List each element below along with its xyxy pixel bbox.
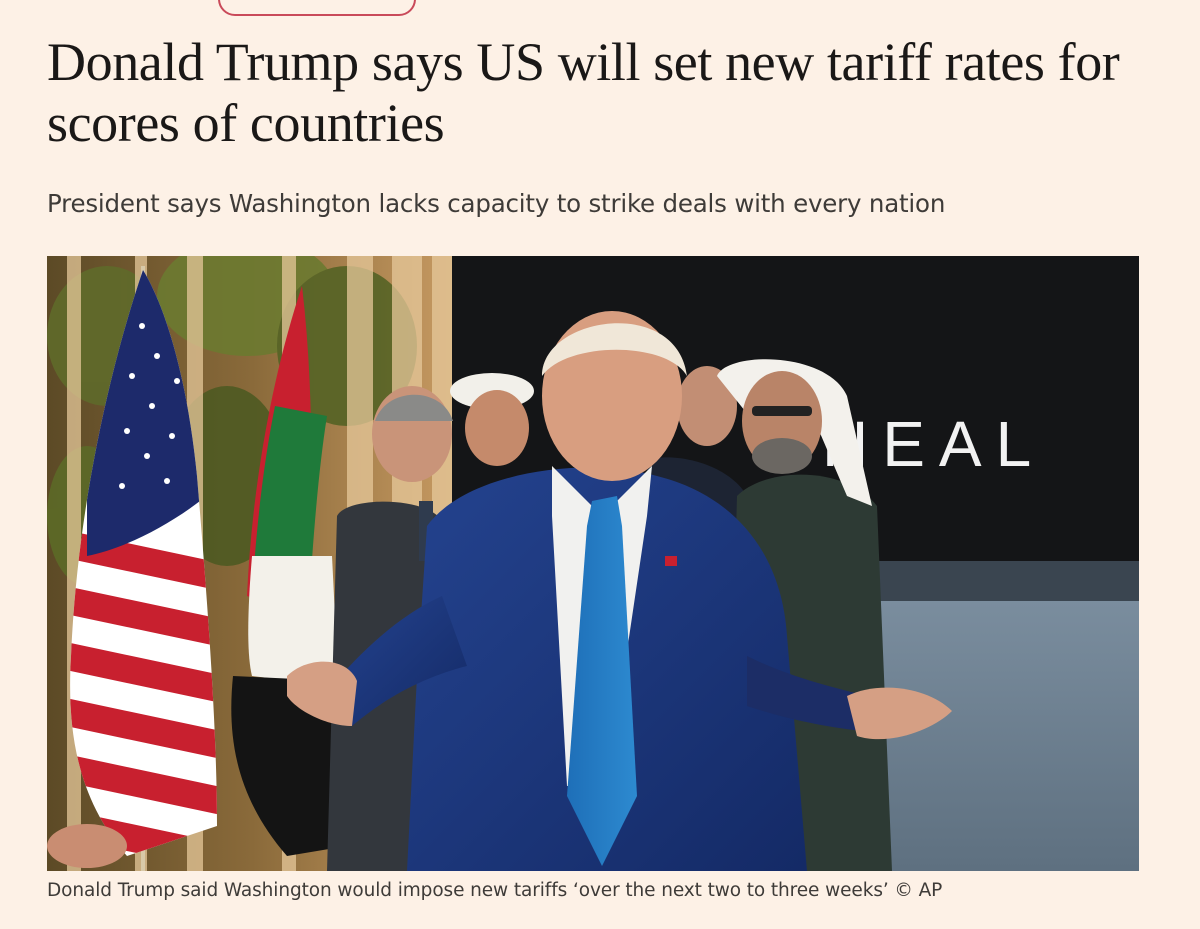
standfirst: President says Washington lacks capacity… <box>47 189 946 218</box>
background-man-headdress <box>450 373 534 466</box>
photo-caption: Donald Trump said Washington would impos… <box>47 880 943 901</box>
uae-flag <box>231 286 347 856</box>
main-figure <box>287 311 952 871</box>
headline: Donald Trump says US will set new tariff… <box>47 32 1120 153</box>
topic-follow-pill[interactable] <box>218 0 416 16</box>
article-photo: HEAL <box>47 256 1139 871</box>
hands-bottom-left <box>47 824 127 868</box>
